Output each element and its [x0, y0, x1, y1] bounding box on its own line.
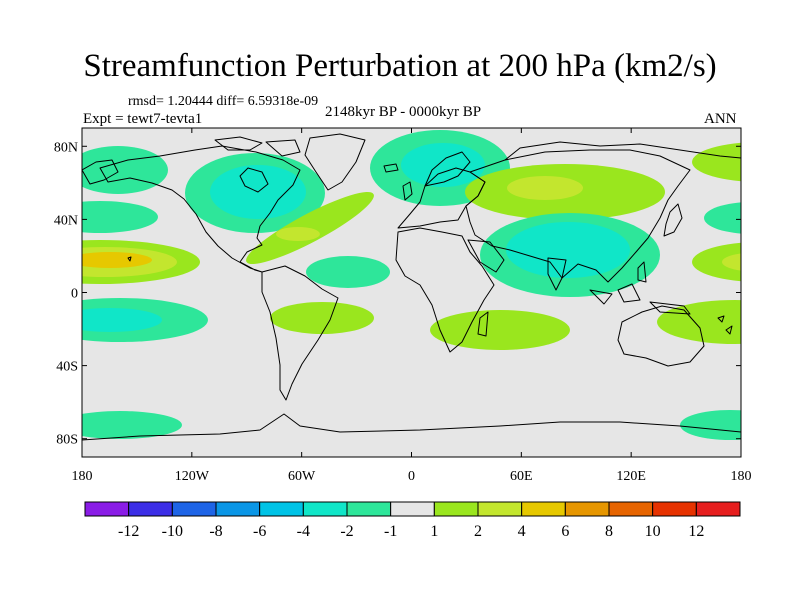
chart-title: Streamfunction Perturbation at 200 hPa (… [83, 48, 717, 84]
anomaly-contour-fill [722, 253, 741, 271]
colorbar: -12 -10 -8 -6 -4 -2 -1 1 2 4 6 8 10 12 [84, 501, 741, 540]
colorbar-swatch [521, 501, 566, 517]
x-tick-label: 60W [288, 469, 316, 484]
colorbar-swatch [477, 501, 523, 517]
colorbar-swatch [433, 501, 479, 517]
coastline-uk [402, 181, 413, 201]
colorbar-label: 1 [430, 523, 438, 540]
y-tick-label: 80S [56, 433, 78, 448]
colorbar-swatch [84, 501, 130, 517]
x-tick-label: 180 [72, 469, 93, 484]
anomaly-contour-fill [507, 176, 583, 200]
coastline-madagascar [477, 311, 489, 337]
colorbar-swatch [259, 501, 304, 517]
anomaly-contour-fill [692, 242, 741, 282]
season-label: ANN [704, 111, 737, 127]
colorbar-swatch [390, 501, 435, 517]
anomaly-contour-fill [82, 252, 152, 268]
coastline-india [547, 257, 567, 291]
x-tick-label: 120W [175, 469, 210, 484]
colorbar-label: 10 [645, 523, 661, 540]
colorbar-label: 6 [561, 523, 569, 540]
colorbar-label: 2 [474, 523, 482, 540]
anomaly-contour-fill [82, 201, 158, 233]
anomaly-contour-fill [430, 310, 570, 350]
coastline-siberia-coast [504, 141, 741, 161]
y-tick-label: 0 [71, 287, 78, 302]
coastline-iceland [383, 163, 399, 173]
coastline-se-asia [589, 261, 691, 315]
coastline-arabia [467, 239, 505, 273]
y-tick-label: 40S [56, 360, 78, 375]
coastline-greenland [304, 133, 366, 191]
coastline-pacific-islands [127, 256, 733, 335]
y-tick-label: 80N [54, 140, 78, 155]
coastline-asia [465, 149, 691, 283]
colorbar-swatch [128, 501, 173, 517]
colorbar-swatch [652, 501, 697, 517]
anomaly-contour-fill [680, 410, 741, 440]
coastline-alaska [82, 159, 119, 185]
colorbar-label: -2 [340, 523, 353, 540]
colorbar-swatch [171, 501, 217, 517]
axis-labels: 180 120W 60W 0 60E 120E 180 80N 40N 0 40S 80S [54, 140, 752, 484]
colorbar-swatch [215, 501, 261, 517]
anomaly-contour-fill [246, 192, 374, 264]
colorbar-swatch [608, 501, 654, 517]
anomaly-contour-fill [506, 222, 630, 278]
colorbar-label: -6 [253, 523, 266, 540]
experiment-label: Expt = tewt7-tevta1 [83, 111, 203, 127]
x-tick-label: 0 [408, 469, 415, 484]
anomaly-contour-fill [306, 256, 390, 288]
colorbar-swatch [346, 501, 392, 517]
anomaly-contour-fill [276, 227, 320, 241]
time-period-label: 2148kyr BP - 0000kyr BP [325, 104, 482, 120]
colorbar-label: 8 [605, 523, 613, 540]
coastline-australia [617, 305, 705, 367]
colorbar-label: -10 [162, 523, 183, 540]
anomaly-contour-fill [704, 202, 741, 234]
coastline-scandinavia [424, 151, 471, 187]
colorbar-label: -1 [384, 523, 397, 540]
anomaly-contour-fill [82, 308, 162, 332]
colorbar-label: -8 [209, 523, 222, 540]
colorbar-label: 4 [518, 523, 526, 540]
x-tick-label: 60E [510, 469, 533, 484]
colorbar-label: -4 [297, 523, 310, 540]
colorbar-swatch [564, 501, 610, 517]
coastline-africa [395, 227, 495, 353]
coastline-arctic-islands [214, 136, 301, 157]
coastline-south-america [261, 265, 339, 401]
coastline-hudson-bay [239, 167, 269, 193]
colorbar-swatch [302, 501, 348, 517]
anomaly-contour-fill [401, 143, 485, 187]
coastline-japan [663, 203, 683, 237]
axis-ticks [81, 128, 742, 457]
coastlines [82, 133, 741, 441]
anomaly-contour-fill [270, 302, 374, 334]
anomaly-contour-fill [692, 142, 741, 182]
anomaly-contour-fill [657, 300, 741, 344]
y-tick-label: 40N [54, 213, 78, 228]
x-tick-label: 180 [731, 469, 752, 484]
colorbar-label: -12 [118, 523, 139, 540]
anomaly-contour-fill [82, 411, 182, 439]
rmsd-label: rmsd= 1.20444 diff= 6.59318e-09 [128, 94, 319, 109]
coastline-antarctica [82, 413, 741, 441]
x-tick-label: 120E [616, 469, 646, 484]
colorbar-swatch [695, 501, 741, 517]
colorbar-label: 12 [688, 523, 704, 540]
